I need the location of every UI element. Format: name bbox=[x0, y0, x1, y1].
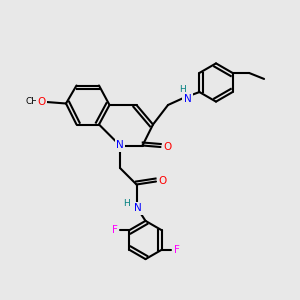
Text: N: N bbox=[184, 94, 191, 104]
Text: O: O bbox=[33, 97, 42, 107]
Text: N: N bbox=[134, 203, 142, 214]
Text: H: H bbox=[180, 85, 186, 94]
Text: H: H bbox=[124, 200, 130, 208]
Text: O: O bbox=[163, 142, 171, 152]
Text: O: O bbox=[158, 176, 167, 187]
Text: O: O bbox=[37, 97, 46, 107]
Text: F: F bbox=[173, 244, 179, 255]
Text: N: N bbox=[116, 140, 124, 151]
Text: CH₃: CH₃ bbox=[26, 98, 42, 106]
Text: F: F bbox=[112, 225, 118, 236]
